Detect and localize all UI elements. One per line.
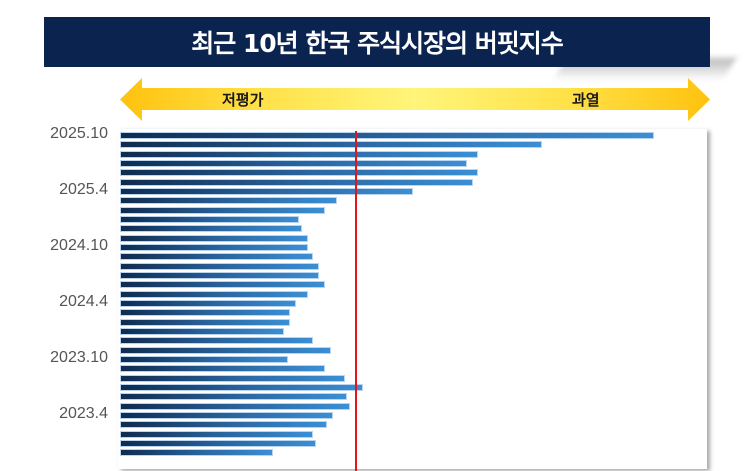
bar-2023.8 xyxy=(120,374,346,382)
bar-2025.5 xyxy=(120,178,473,186)
bar-2025.2 xyxy=(120,206,325,214)
y-tick-label: 2025.4 xyxy=(59,180,108,198)
bar-2023.3 xyxy=(120,421,328,429)
bar-2024.7 xyxy=(120,271,320,279)
bar-2023.12 xyxy=(120,337,313,345)
bar-2023.4 xyxy=(120,411,334,419)
bar-2025.10 xyxy=(120,132,654,139)
bar-2022.12 xyxy=(120,449,273,457)
bar-2025.4 xyxy=(120,187,414,195)
y-tick-label: 2023.10 xyxy=(50,348,108,366)
double-arrow-icon xyxy=(120,78,710,121)
bar-2024.2 xyxy=(120,318,290,326)
bar-2023.2 xyxy=(120,430,313,438)
y-tick-label: 2025.10 xyxy=(50,125,108,142)
bar-2024.8 xyxy=(120,262,320,270)
threshold-line xyxy=(355,131,357,471)
bar-2025.9 xyxy=(120,141,543,149)
bar-2025.3 xyxy=(120,197,338,205)
y-tick-label: 2023.4 xyxy=(59,404,108,422)
chart-title: 최근 10년 한국 주식시장의 버핏지수 xyxy=(44,17,710,67)
y-tick-label: 2024.4 xyxy=(59,292,108,310)
bar-2025.7 xyxy=(120,159,467,167)
bar-2024.10 xyxy=(120,243,308,251)
valuation-scale-arrow xyxy=(120,78,710,121)
bar-2024.6 xyxy=(120,281,325,289)
bar-2024.5 xyxy=(120,290,308,298)
overheated-label: 과열 xyxy=(572,91,600,109)
bar-2024.1 xyxy=(120,327,285,335)
bar-2023.11 xyxy=(120,346,331,354)
bar-2023.9 xyxy=(120,365,325,373)
bar-2023.1 xyxy=(120,439,316,447)
bar-2025.1 xyxy=(120,215,299,223)
bar-2024.3 xyxy=(120,309,290,317)
bar-2023.5 xyxy=(120,402,351,410)
bar-2025.6 xyxy=(120,169,478,177)
undervalued-label: 저평가 xyxy=(222,91,264,109)
y-tick-label: 2024.10 xyxy=(50,236,108,254)
bar-2024.12 xyxy=(120,225,303,233)
bar-2024.11 xyxy=(120,234,308,242)
bar-2025.8 xyxy=(120,150,478,158)
bar-2023.7 xyxy=(120,383,364,391)
bar-2024.4 xyxy=(120,299,297,307)
bar-2023.6 xyxy=(120,393,347,401)
bar-2024.9 xyxy=(120,253,313,261)
bar-2023.10 xyxy=(120,355,289,363)
